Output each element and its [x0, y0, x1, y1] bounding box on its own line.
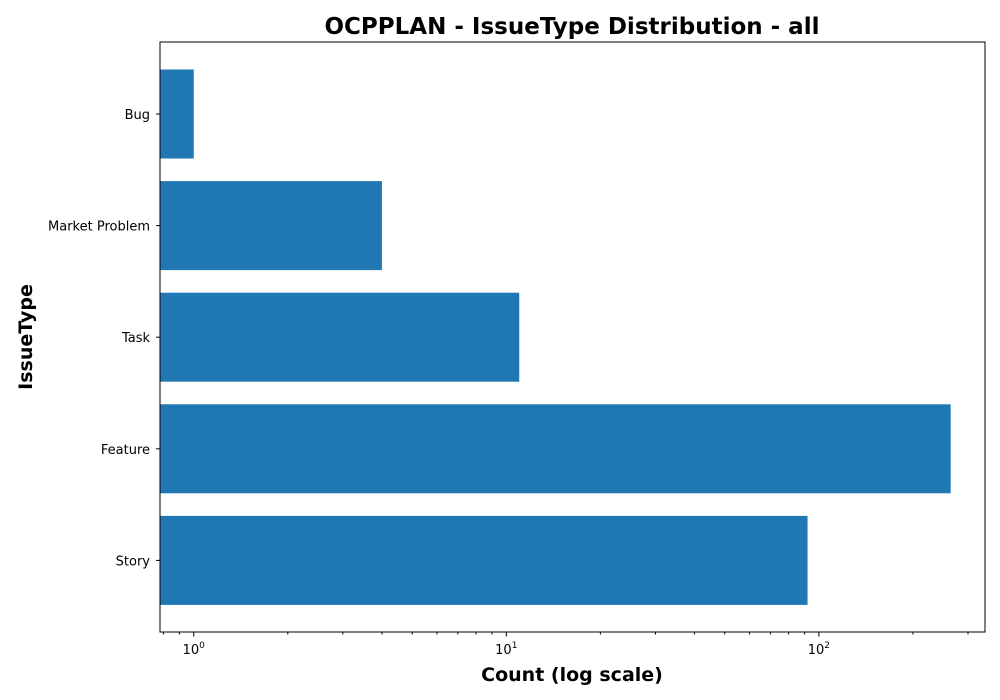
bar-bug: [160, 69, 194, 159]
x-axis-ticks: 100 101 102: [162, 632, 969, 658]
y-tick-label: Bug: [125, 108, 150, 123]
bar-feature: [160, 404, 951, 494]
bars-group: [160, 69, 951, 605]
y-tick-label: Story: [116, 554, 151, 569]
plot-area-frame: [159, 41, 986, 633]
x-tick-label: 100: [183, 641, 206, 658]
y-tick-label: Task: [121, 331, 151, 346]
bar-task: [160, 292, 520, 382]
x-tick-label: 102: [808, 641, 830, 658]
x-tick-label: 101: [495, 641, 517, 658]
x-axis-label: Count (log scale): [481, 664, 663, 686]
chart-title: OCPPLAN - IssueType Distribution - all: [325, 14, 820, 40]
y-tick-label: Market Problem: [48, 220, 150, 235]
y-tick-label: Feature: [101, 443, 150, 458]
y-axis-ticks: Bug Market Problem Task Feature Story: [48, 108, 160, 569]
y-axis-label: IssueType: [15, 284, 37, 390]
bar-story: [160, 515, 808, 605]
bar-market-problem: [160, 181, 382, 271]
